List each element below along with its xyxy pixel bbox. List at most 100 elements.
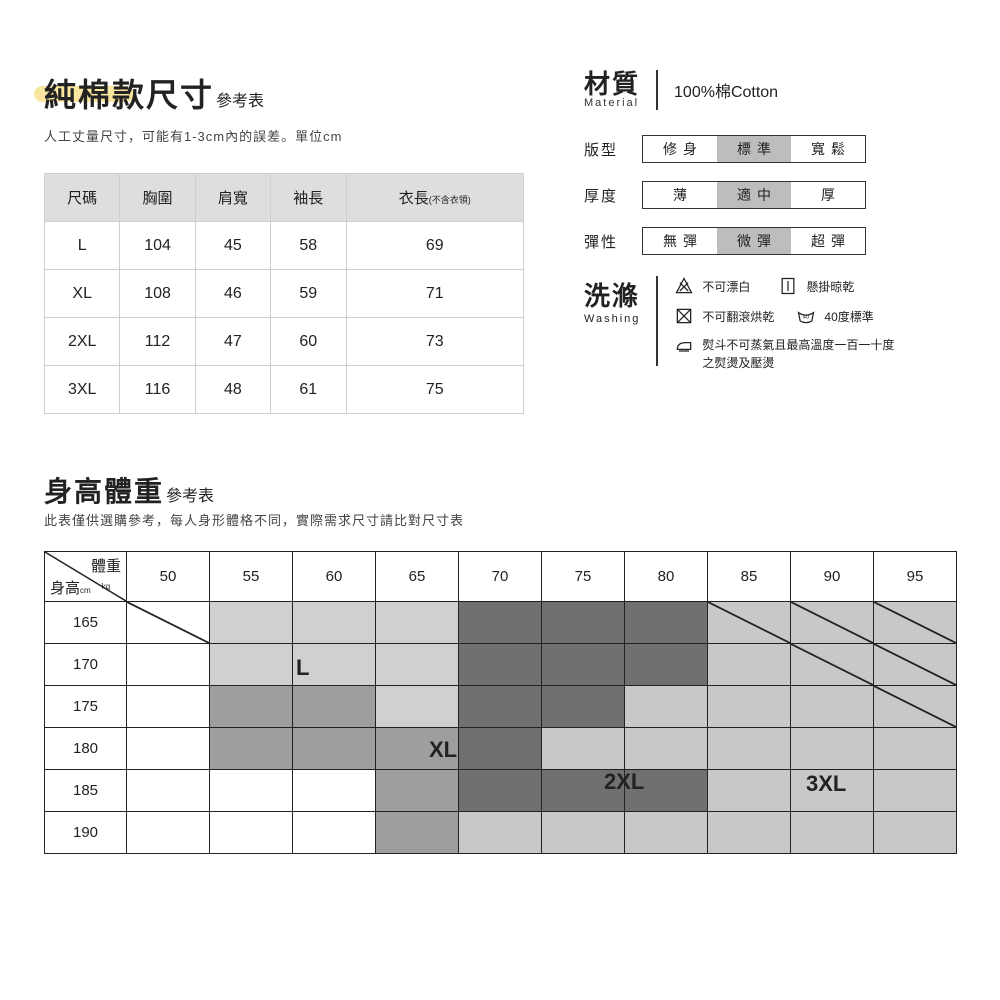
hw-cell — [127, 812, 210, 854]
hw-cell — [542, 728, 625, 770]
weight-header: 65 — [376, 552, 459, 602]
hw-cell — [376, 812, 459, 854]
hw-cell — [874, 644, 957, 686]
triangle-x-icon — [674, 276, 694, 296]
size-label-L: L — [296, 655, 309, 681]
svg-text:40: 40 — [803, 315, 810, 321]
subtitle: 人工丈量尺寸，可能有1-3cm內的誤差。單位cm — [44, 126, 524, 145]
hw-cell — [791, 602, 874, 644]
hang-icon — [778, 276, 798, 296]
hw-cell — [127, 602, 210, 644]
hw-cell — [874, 728, 957, 770]
corner-cell: 體重kg身高cm — [45, 552, 127, 602]
size-td: 69 — [346, 222, 524, 270]
hw-cell — [293, 770, 376, 812]
hw-cell — [127, 728, 210, 770]
hw-cell — [542, 686, 625, 728]
size-td: 112 — [120, 318, 195, 366]
hw-cell — [127, 644, 210, 686]
size-label-3XL: 3XL — [806, 771, 846, 797]
hw-cell — [708, 770, 791, 812]
weight-header: 70 — [459, 552, 542, 602]
hw-cell — [791, 644, 874, 686]
hw-cell — [127, 686, 210, 728]
weight-header: 95 — [874, 552, 957, 602]
size-td: 116 — [120, 366, 195, 414]
size-td: 58 — [271, 222, 346, 270]
basin-icon: 40 — [796, 306, 816, 326]
hw-cell — [625, 686, 708, 728]
washing-items: 不可漂白懸掛晾乾不可翻滾烘乾4040度標準熨斗不可蒸氣且最高溫度一百一十度之熨燙… — [674, 276, 902, 372]
size-td: 48 — [195, 366, 270, 414]
title-main: 純棉款尺寸 — [44, 77, 214, 113]
hw-cell — [376, 770, 459, 812]
hw-cell — [708, 728, 791, 770]
size-th: 袖長 — [271, 174, 346, 222]
info-section: 材質 Material 100%棉Cotton 版型修身標準寬鬆厚度薄適中厚彈性… — [584, 70, 956, 414]
hw-cell — [210, 728, 293, 770]
height-weight-section: 身高體重參考表 此表僅供選購參考，每人身形體格不同，實際需求尺寸請比對尺寸表 體… — [44, 470, 956, 854]
hw-cell — [625, 812, 708, 854]
hw-cell — [791, 812, 874, 854]
size-td: 45 — [195, 222, 270, 270]
hw-cell — [708, 686, 791, 728]
size-td: 2XL — [45, 318, 120, 366]
hw-grid: 體重kg身高cm50556065707580859095 16517017518… — [44, 551, 957, 854]
hw-title: 身高體重 — [44, 476, 164, 507]
size-td: 61 — [271, 366, 346, 414]
hw-cell — [127, 770, 210, 812]
prop-option: 薄 — [643, 182, 717, 208]
hw-cell — [210, 644, 293, 686]
hw-cell — [625, 602, 708, 644]
height-header: 190 — [45, 812, 127, 854]
size-td: 60 — [271, 318, 346, 366]
height-header: 180 — [45, 728, 127, 770]
hw-cell — [459, 644, 542, 686]
weight-header: 50 — [127, 552, 210, 602]
hw-cell — [708, 644, 791, 686]
iron-icon — [674, 336, 694, 356]
hw-cell — [874, 770, 957, 812]
weight-header: 60 — [293, 552, 376, 602]
hw-cell — [376, 686, 459, 728]
size-table: 尺碼胸圍肩寬袖長衣長(不含衣領) L104455869XL1084659712X… — [44, 173, 524, 414]
hw-cell — [210, 686, 293, 728]
hw-cell — [376, 602, 459, 644]
hw-cell — [459, 602, 542, 644]
weight-header: 90 — [791, 552, 874, 602]
prop-option: 超彈 — [791, 228, 865, 254]
hw-cell — [376, 644, 459, 686]
hw-cell — [625, 644, 708, 686]
hw-cell — [293, 728, 376, 770]
size-td: 3XL — [45, 366, 120, 414]
material-head: 材質 Material 100%棉Cotton — [584, 70, 956, 110]
size-td: 104 — [120, 222, 195, 270]
size-td: 47 — [195, 318, 270, 366]
hw-cell — [708, 812, 791, 854]
prop-option: 適中 — [717, 182, 791, 208]
height-header: 170 — [45, 644, 127, 686]
prop-option: 微彈 — [717, 228, 791, 254]
size-label-XL: XL — [429, 737, 457, 763]
prop-option: 寬鬆 — [791, 136, 865, 162]
prop-option: 修身 — [643, 136, 717, 162]
weight-header: 55 — [210, 552, 293, 602]
size-td: 46 — [195, 270, 270, 318]
hw-cell — [210, 812, 293, 854]
size-th: 肩寬 — [195, 174, 270, 222]
square-x-icon — [674, 306, 694, 326]
size-td: 75 — [346, 366, 524, 414]
hw-cell — [874, 602, 957, 644]
hw-cell — [210, 770, 293, 812]
hw-cell — [293, 602, 376, 644]
size-section: 純棉款尺寸參考表 人工丈量尺寸，可能有1-3cm內的誤差。單位cm 尺碼胸圍肩寬… — [44, 70, 524, 414]
hw-cell — [459, 812, 542, 854]
size-td: 59 — [271, 270, 346, 318]
prop-option: 厚 — [791, 182, 865, 208]
prop-option: 無彈 — [643, 228, 717, 254]
hw-subtitle: 此表僅供選購參考，每人身形體格不同，實際需求尺寸請比對尺寸表 — [44, 510, 956, 529]
weight-header: 80 — [625, 552, 708, 602]
hw-cell — [542, 644, 625, 686]
prop-row: 彈性無彈微彈超彈 — [584, 226, 956, 256]
prop-row: 版型修身標準寬鬆 — [584, 134, 956, 164]
